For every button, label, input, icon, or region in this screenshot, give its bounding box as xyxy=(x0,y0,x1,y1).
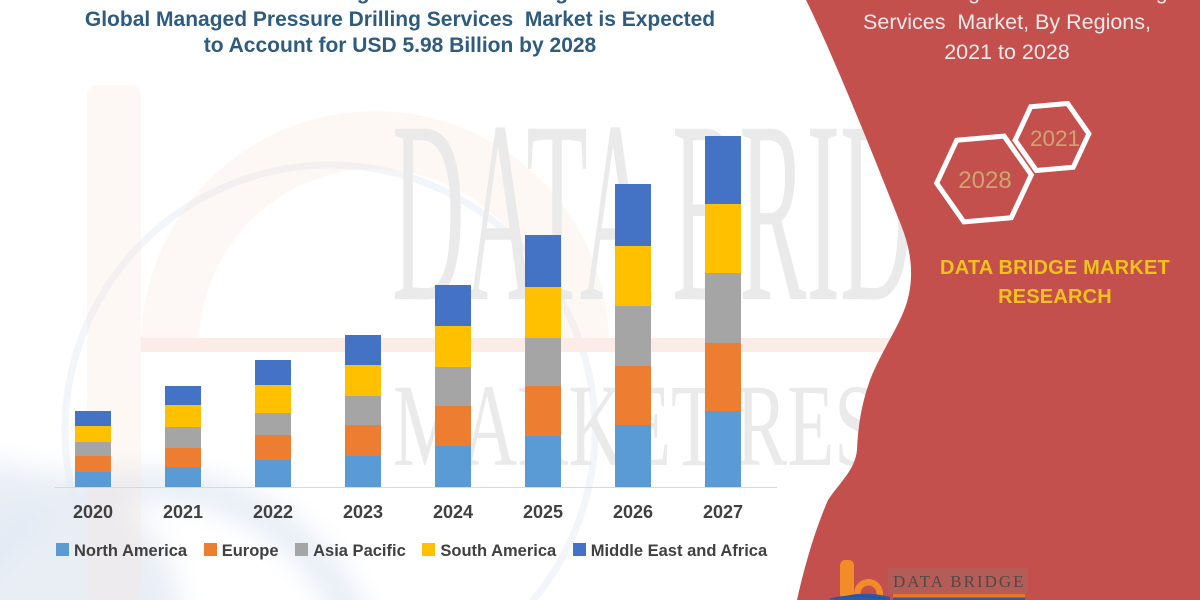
svg-text:2028: 2028 xyxy=(958,167,1011,194)
svg-text:2021: 2021 xyxy=(1030,126,1080,151)
svg-text:DATA BRIDGE: DATA BRIDGE xyxy=(893,572,1026,591)
